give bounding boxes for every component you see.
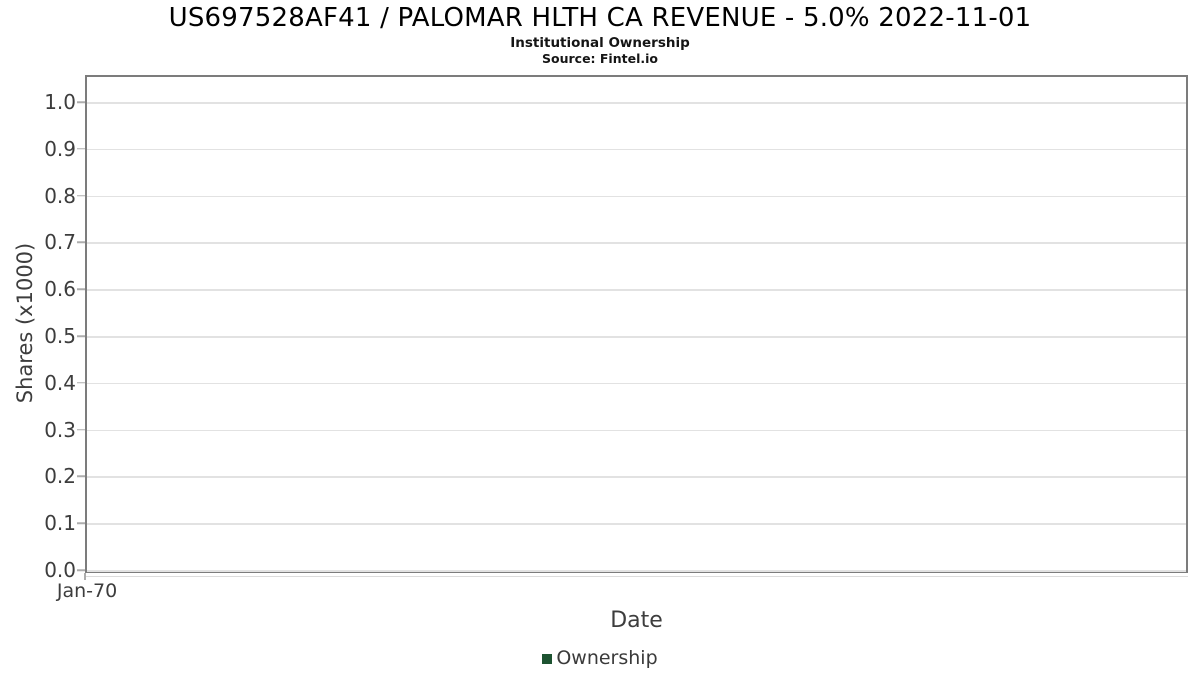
y-tick-mark <box>77 522 85 524</box>
y-tick-label: 0.6 <box>44 277 76 302</box>
y-tick-mark <box>77 335 85 337</box>
x-tick-label: Jan-70 <box>56 580 118 602</box>
y-tick-label: 1.0 <box>44 90 76 114</box>
y-tick-label: 0.2 <box>44 464 76 489</box>
gridline <box>87 570 1186 572</box>
y-tick-mark <box>77 288 85 290</box>
y-tick-mark <box>77 569 85 571</box>
y-tick-mark <box>77 101 85 103</box>
y-tick-mark <box>77 382 85 384</box>
gridline <box>87 102 1186 104</box>
y-tick-label: 0.8 <box>44 183 76 208</box>
gridline <box>87 195 1186 198</box>
y-tick-mark <box>77 475 85 478</box>
y-tick-label: 0.5 <box>44 324 76 348</box>
legend: Ownership <box>0 647 1200 669</box>
chart-title: US697528AF41 / PALOMAR HLTH CA REVENUE -… <box>168 3 1032 33</box>
y-tick-label: 0.0 <box>44 558 76 582</box>
y-tick-label: 0.4 <box>44 370 76 395</box>
legend-label: Ownership <box>556 647 658 669</box>
y-tick-label: 0.7 <box>44 230 76 255</box>
y-tick-label: 0.3 <box>44 417 76 442</box>
gridline <box>87 336 1186 338</box>
gridline <box>87 523 1186 525</box>
plot-area <box>85 75 1188 573</box>
y-tick-mark <box>77 428 85 431</box>
gridline <box>87 476 1186 478</box>
ownership-series-swatch <box>542 653 553 664</box>
y-tick-mark <box>77 194 85 197</box>
gridline <box>87 382 1186 385</box>
y-tick-label: 0.1 <box>44 511 76 536</box>
y-tick-mark <box>77 241 85 244</box>
gridline <box>87 429 1186 432</box>
chart-subtitle: Institutional Ownership <box>510 35 690 51</box>
y-tick-label: 0.9 <box>44 136 76 161</box>
x-axis-label: Date <box>610 608 663 633</box>
chart-source: Source: Fintel.io <box>542 51 658 66</box>
gridline <box>87 242 1186 244</box>
x-tick-mark <box>84 573 86 580</box>
x-axis-underline <box>85 575 1188 577</box>
gridline <box>87 289 1186 291</box>
y-tick-mark <box>77 148 85 150</box>
gridline <box>87 148 1186 151</box>
